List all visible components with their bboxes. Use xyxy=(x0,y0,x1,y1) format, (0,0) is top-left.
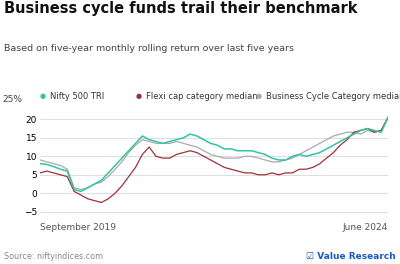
Text: Business Cycle Category median: Business Cycle Category median xyxy=(266,92,400,101)
Text: Flexi cap category median: Flexi cap category median xyxy=(146,92,258,101)
Text: ●: ● xyxy=(136,93,142,99)
Text: ●: ● xyxy=(256,93,262,99)
Text: ☑ Value Research: ☑ Value Research xyxy=(306,252,396,261)
Text: 25%: 25% xyxy=(2,95,22,104)
Text: Business cycle funds trail their benchmark: Business cycle funds trail their benchma… xyxy=(4,1,358,16)
Text: June 2024: June 2024 xyxy=(343,223,388,232)
Text: ●: ● xyxy=(40,93,46,99)
Text: Based on five-year monthly rolling return over last five years: Based on five-year monthly rolling retur… xyxy=(4,44,294,53)
Text: Nifty 500 TRI: Nifty 500 TRI xyxy=(50,92,104,101)
Text: Source: niftyindices.com: Source: niftyindices.com xyxy=(4,252,103,261)
Text: September 2019: September 2019 xyxy=(40,223,116,232)
